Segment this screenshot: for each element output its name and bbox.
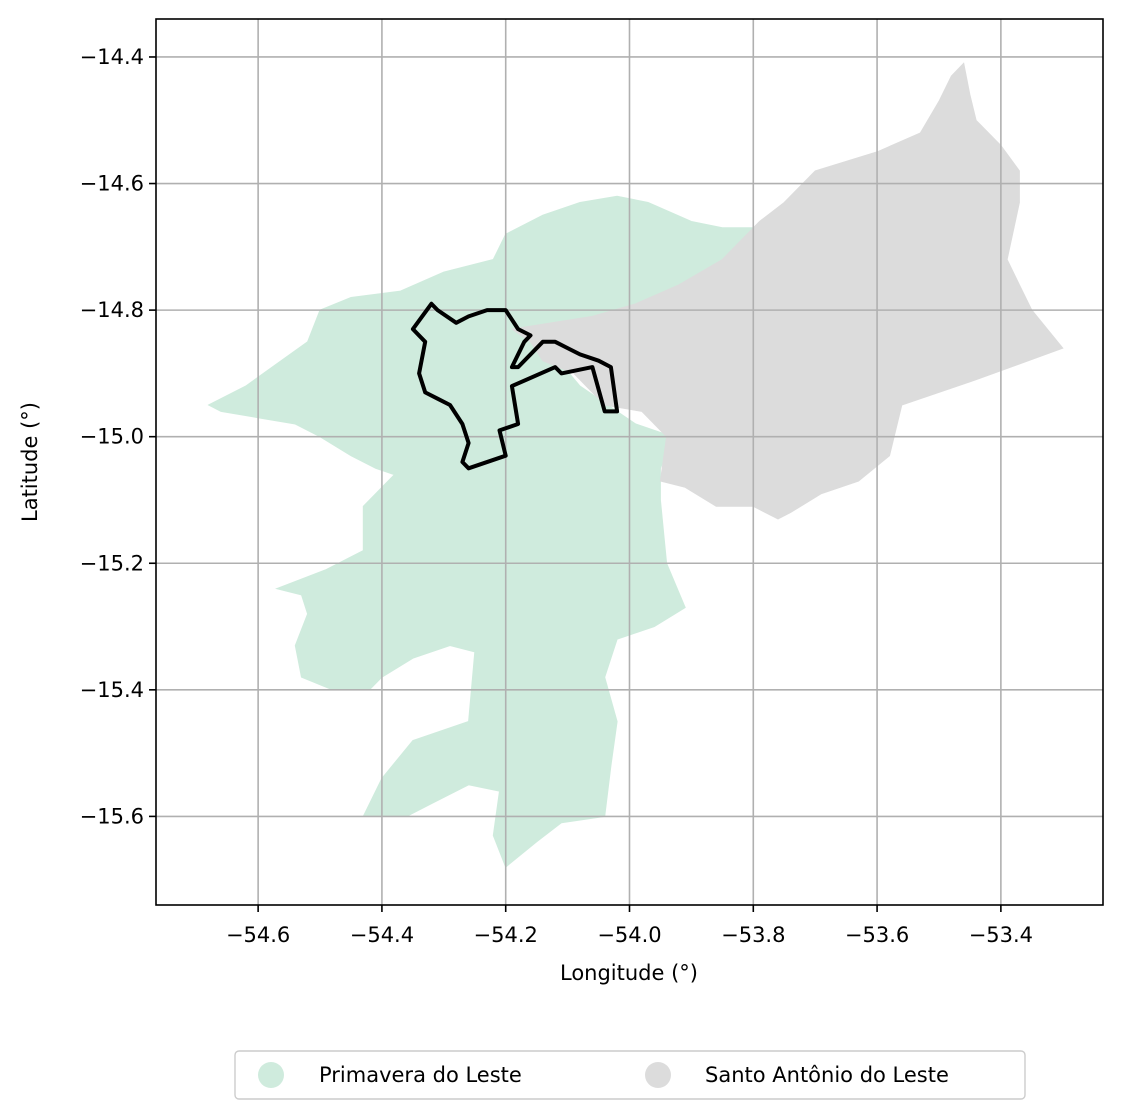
legend: Primavera do Leste Santo Antônio do Lest… [234,1050,1026,1100]
legend-label-santo-antonio: Santo Antônio do Leste [705,1063,949,1087]
y-tick-label: −14.6 [80,172,144,196]
legend-marker-primavera [258,1062,284,1088]
x-tick-label: −54.2 [474,923,538,947]
legend-label-primavera: Primavera do Leste [319,1063,522,1087]
x-tick-label: −54.4 [350,923,414,947]
y-tick-label: −15.6 [80,804,144,828]
y-tick-label: −14.4 [80,45,144,69]
x-tick-label: −54.6 [226,923,290,947]
region-santo-antonio-do-leste [510,62,1064,520]
x-axis-label: Longitude (°) [560,961,698,985]
legend-marker-santo-antonio [645,1062,671,1088]
x-tick-label: −53.8 [721,923,785,947]
x-axis-ticks: −54.6 −54.4 −54.2 −54.0 −53.8 −53.6 −53.4 [226,905,1033,947]
area-outline [410,301,620,471]
x-tick-label: −53.6 [845,923,909,947]
y-axis-label: Latitude (°) [18,402,42,522]
y-tick-label: −15.2 [80,551,144,575]
y-axis-ticks: −14.4 −14.6 −14.8 −15.0 −15.2 −15.4 −15.6 [80,45,156,828]
x-tick-label: −54.0 [597,923,661,947]
x-tick-label: −53.4 [969,923,1033,947]
outline-layer [410,301,620,471]
y-tick-label: −14.8 [80,298,144,322]
y-tick-label: −15.0 [80,425,144,449]
legend-frame [234,1050,1026,1100]
grid-layer [156,19,1103,905]
y-tick-label: −15.4 [80,678,144,702]
